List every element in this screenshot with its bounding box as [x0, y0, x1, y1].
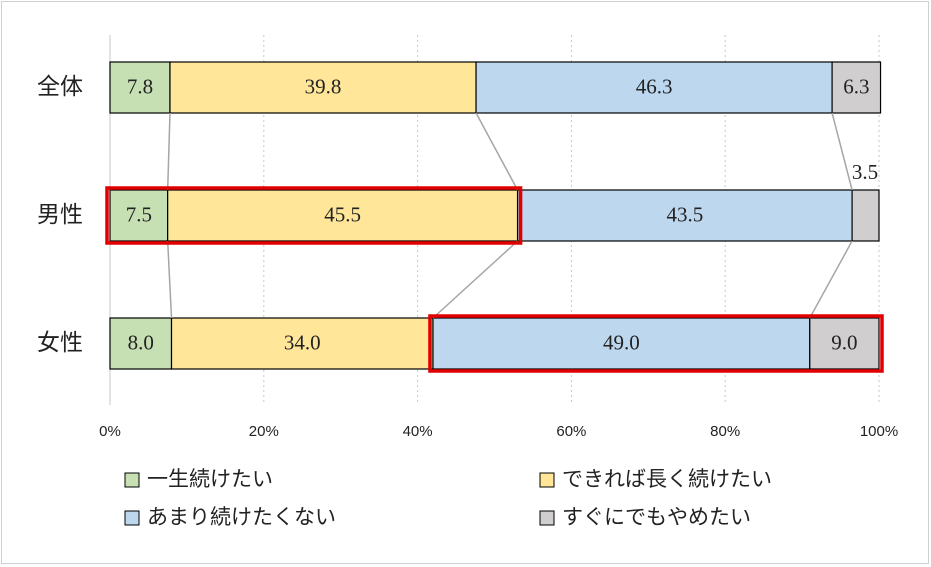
connector-line	[166, 112, 171, 191]
connector-line	[432, 240, 519, 319]
legend-label: できれば長く続けたい	[562, 467, 772, 491]
connector-line	[809, 240, 853, 319]
legend-swatch	[124, 472, 140, 488]
bar-segment	[831, 61, 882, 114]
x-tick-label: 40%	[403, 423, 433, 440]
x-tick-label: 20%	[249, 423, 279, 440]
connector-line	[475, 112, 519, 191]
legend-swatch	[539, 510, 555, 526]
category-label: 女性	[37, 330, 83, 356]
category-label: 全体	[37, 74, 83, 100]
connector-line	[166, 240, 173, 319]
value-label: 49.0	[603, 330, 640, 354]
legend-label: すぐにでもやめたい	[562, 505, 751, 529]
value-label: 3.5	[852, 160, 878, 184]
value-label: 45.5	[324, 202, 361, 226]
x-tick-label: 60%	[556, 423, 586, 440]
legend-label: 一生続けたい	[147, 467, 273, 491]
value-label: 6.3	[843, 74, 869, 98]
bar-segment	[809, 317, 880, 370]
connector-line	[831, 112, 853, 191]
legend-label: あまり続けたくない	[147, 505, 336, 529]
value-label: 9.0	[831, 330, 857, 354]
value-label: 46.3	[636, 74, 673, 98]
legend-swatch	[539, 472, 555, 488]
value-label: 43.5	[666, 202, 703, 226]
highlight-box	[105, 186, 523, 245]
bar-segment	[169, 61, 477, 114]
bar-segment	[475, 61, 833, 114]
value-label: 7.5	[126, 202, 152, 226]
x-tick-label: 100%	[860, 423, 898, 440]
bar-segment	[109, 61, 171, 114]
x-tick-label: 0%	[99, 423, 121, 440]
highlight-box	[428, 314, 884, 373]
value-label: 39.8	[305, 74, 342, 98]
bar-segment	[432, 317, 811, 370]
x-tick-label: 80%	[710, 423, 740, 440]
category-label: 男性	[37, 202, 83, 228]
legend-swatch	[124, 510, 140, 526]
bar-segment	[109, 317, 173, 370]
value-label: 8.0	[128, 330, 154, 354]
bar-segment	[851, 189, 880, 242]
value-label: 34.0	[284, 330, 321, 354]
value-label: 7.8	[127, 74, 153, 98]
bar-segment	[167, 189, 519, 242]
